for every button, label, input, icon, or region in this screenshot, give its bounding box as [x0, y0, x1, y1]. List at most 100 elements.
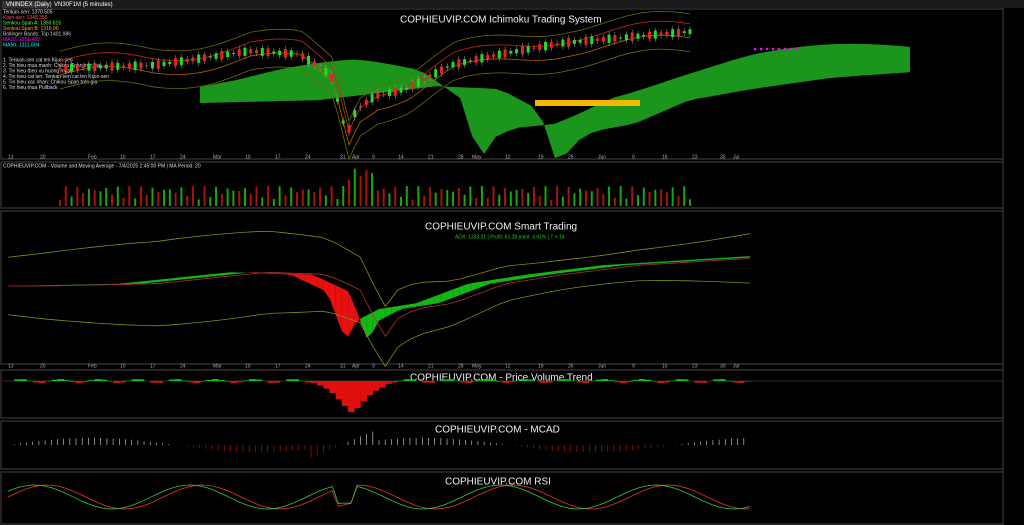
pvt-bar [719, 379, 726, 381]
tab-label[interactable]: VNINDEX (Daily) [6, 2, 52, 8]
pvt-bar [576, 381, 584, 383]
pvt-bar [527, 379, 534, 381]
date-label: Jun [598, 154, 606, 160]
panel-title: COPHIEUVIP.COM - Volume and Moving Avera… [3, 163, 201, 169]
volume-bar [434, 192, 437, 206]
panel-subtitle: ADX: 1333.21 | Profit: 61.28 point: 4.61… [455, 234, 565, 240]
candle [98, 65, 102, 69]
volume-bar [307, 189, 310, 206]
pvt-bar [737, 381, 745, 383]
date-label: May [472, 363, 482, 369]
volume-bar [544, 186, 547, 206]
volume-bar [602, 194, 605, 206]
candle [335, 98, 339, 102]
pvt-bar [174, 379, 182, 381]
volume-bar [145, 194, 148, 206]
volume-bar [220, 193, 223, 206]
date-label: May [472, 154, 482, 160]
ribbon [626, 263, 633, 266]
pvt-bar [422, 381, 429, 383]
date-label: 31 [340, 154, 346, 160]
pvt-bar [663, 381, 670, 383]
candle [301, 53, 305, 60]
ribbon [576, 267, 584, 272]
pvt-bar [212, 379, 219, 381]
ribbon [193, 275, 200, 279]
ribbon [700, 258, 707, 261]
volume-bar [382, 188, 385, 206]
pvt-bar [82, 381, 89, 383]
candle [659, 32, 663, 36]
info-line: Kijun-sen: 1348.355 [3, 15, 48, 21]
pvt-bar [620, 381, 627, 383]
pvt-bar [150, 381, 157, 383]
candle [578, 39, 582, 43]
candle [486, 54, 490, 60]
volume-bar [353, 168, 356, 206]
volume-bar [677, 195, 680, 206]
info-line: Senkou Span A: 1359.615 [3, 20, 61, 26]
pvt-bar [113, 381, 120, 383]
volume-bar [324, 195, 327, 206]
ribbon [397, 305, 404, 311]
tab-label[interactable]: VN30F1M (5 minutes) [54, 2, 113, 8]
ribbon [459, 284, 466, 296]
date-label: 14 [398, 154, 404, 160]
volume-bar [509, 191, 512, 206]
volume-bar [584, 190, 587, 206]
volume-bar [157, 191, 160, 206]
date-label: Feb [88, 363, 97, 369]
ribbon [150, 279, 157, 283]
ribbon [391, 306, 398, 315]
candle [307, 55, 311, 65]
volume-bar [347, 179, 350, 206]
pvt-bar [403, 379, 411, 381]
volume-bar [683, 186, 686, 206]
pvt-bar [453, 380, 460, 381]
future-dot [795, 47, 799, 51]
ribbon [521, 274, 528, 279]
ribbon [484, 280, 491, 287]
pvt-bar [447, 379, 454, 381]
ribbon [310, 274, 318, 288]
date-label: 9 [632, 363, 635, 369]
volume-bar [613, 197, 616, 206]
date-label: 10 [120, 154, 126, 160]
volume-bar [400, 196, 403, 206]
volume-bar [411, 199, 414, 206]
pvt-bar [564, 379, 571, 381]
ribbon [552, 270, 559, 275]
volume-bar [498, 194, 501, 206]
ribbon [477, 281, 485, 289]
candle [243, 47, 247, 56]
pvt-bar [409, 379, 417, 381]
pvt-bar [515, 380, 522, 381]
ribbon [743, 256, 750, 258]
future-dot [789, 47, 793, 51]
candle [624, 34, 628, 41]
volume-bar [87, 188, 90, 206]
candle [283, 49, 287, 58]
pvt-bar [521, 379, 528, 381]
pvt-bar [38, 381, 46, 383]
ribbon [657, 261, 664, 264]
candle [382, 94, 386, 96]
tab[interactable] [2, 1, 46, 8]
candle [376, 92, 380, 99]
future-dot [771, 47, 775, 51]
candle [139, 62, 143, 69]
pvt-bar [323, 381, 330, 389]
volume-bar [631, 186, 634, 206]
ribbon [292, 273, 299, 279]
ribbon [341, 288, 349, 337]
ribbon [181, 276, 188, 280]
pvt-bar [632, 380, 640, 381]
panel-title: COPHIEUVIP.COM Ichimoku Trading System [400, 15, 602, 26]
candle [162, 61, 166, 67]
date-label: 17 [275, 154, 281, 160]
ribbon [564, 269, 571, 273]
volume-bar [59, 200, 61, 206]
pvt-bar [193, 381, 200, 383]
candle [93, 63, 97, 71]
